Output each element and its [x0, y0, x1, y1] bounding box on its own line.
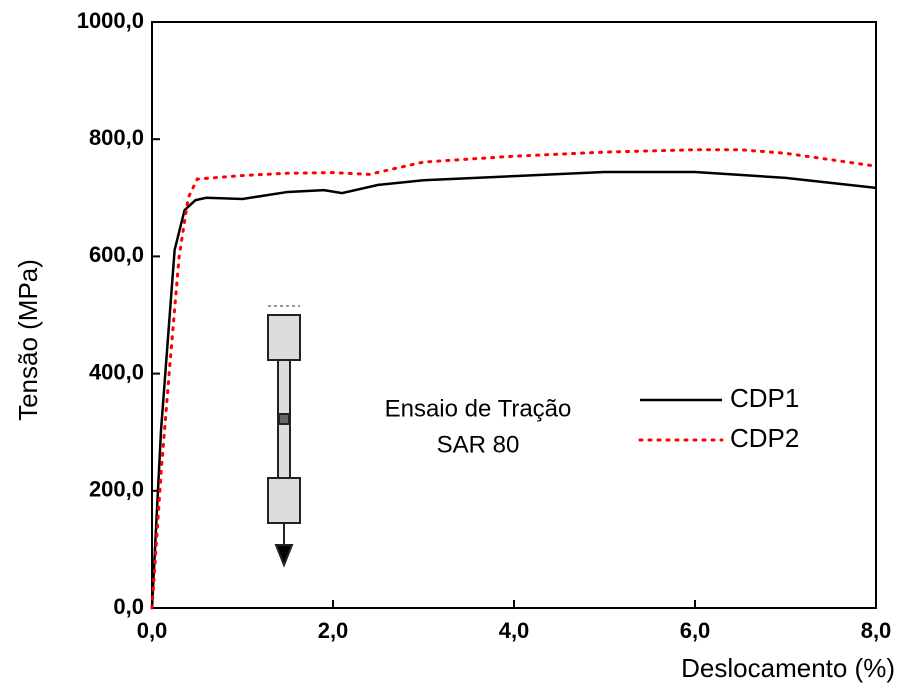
specimen-icon — [267, 305, 301, 568]
series-line — [150, 148, 878, 610]
legend-label: CDP2 — [730, 423, 799, 453]
x-tick-label: 0,0 — [137, 618, 168, 643]
annotation: Ensaio de Tração — [385, 395, 572, 422]
x-tick-label: 2,0 — [318, 618, 349, 643]
plot-frame — [151, 21, 877, 609]
y-tick-label: 0,0 — [113, 594, 144, 619]
y-tick-label: 200,0 — [89, 477, 144, 502]
y-tick-label: 800,0 — [89, 125, 144, 150]
x-axis-label: Deslocamento (%) — [681, 653, 895, 683]
y-tick-label: 400,0 — [89, 359, 144, 384]
y-tick-label: 1000,0 — [77, 8, 144, 33]
annotation: SAR 80 — [437, 431, 520, 458]
x-tick-label: 6,0 — [680, 618, 711, 643]
y-tick-label: 600,0 — [89, 242, 144, 267]
series-line — [150, 170, 877, 609]
x-tick-label: 8,0 — [861, 618, 892, 643]
x-tick-label: 4,0 — [499, 618, 530, 643]
legend-label: CDP1 — [730, 383, 799, 413]
y-axis-label: Tensão (MPa) — [13, 259, 43, 421]
